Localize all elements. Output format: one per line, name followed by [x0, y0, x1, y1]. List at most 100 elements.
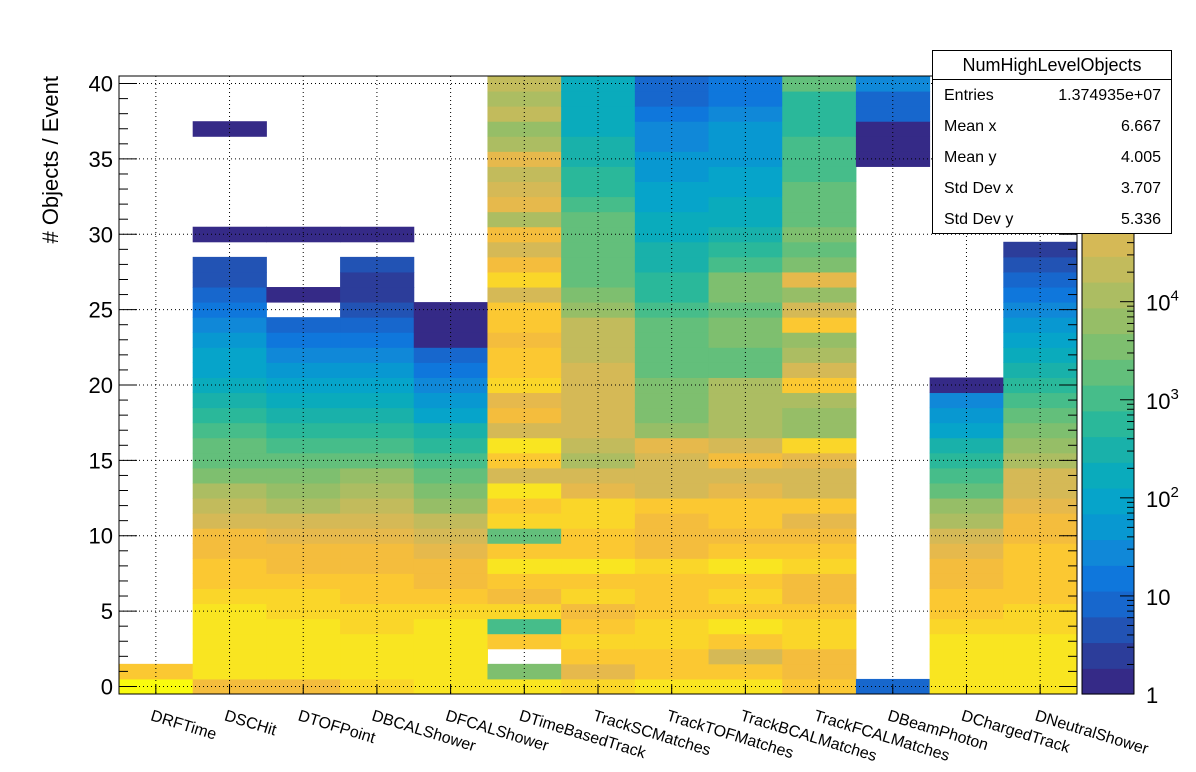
heatmap-cell — [340, 558, 415, 574]
heatmap-cell — [855, 121, 931, 137]
heatmap-cell — [413, 437, 488, 454]
heatmap-cell — [413, 633, 488, 650]
heatmap-cell — [929, 407, 1004, 424]
palette-swatch — [1082, 256, 1134, 283]
heatmap-cell — [634, 362, 710, 378]
heatmap-cell — [561, 573, 636, 589]
heatmap-cell — [487, 618, 562, 635]
heatmap-cell — [340, 633, 415, 650]
heatmap-cell — [561, 287, 636, 303]
heatmap-cell — [487, 362, 562, 378]
heatmap-cell — [1003, 498, 1078, 514]
heatmap-cell — [266, 543, 341, 559]
y-tick-label: 10 — [89, 524, 113, 549]
stats-value: 3.707 — [1120, 180, 1161, 197]
heatmap-cell — [192, 498, 267, 514]
heatmap-cell — [708, 482, 783, 499]
heatmap-cell — [340, 663, 415, 680]
heatmap-cell — [782, 482, 857, 499]
heatmap-cell — [487, 482, 562, 499]
heatmap-cell — [561, 91, 636, 107]
heatmap-cell — [929, 482, 1004, 499]
heatmap-cell — [561, 302, 636, 318]
heatmap-cell — [782, 437, 857, 454]
heatmap-cell — [561, 663, 636, 680]
heatmap-cell — [708, 618, 783, 635]
heatmap-cell — [487, 121, 562, 137]
heatmap-cell — [708, 181, 783, 198]
heatmap-cell — [192, 302, 267, 318]
heatmap-cell — [929, 422, 1004, 439]
heatmap-cell — [487, 226, 562, 243]
heatmap-cell — [413, 467, 488, 484]
heatmap-cell — [1003, 467, 1078, 484]
heatmap-cell — [929, 573, 1004, 589]
palette-swatch — [1082, 333, 1134, 360]
heatmap-cell — [929, 467, 1004, 484]
z-axis: 1 10 102 103 104 — [1120, 75, 1179, 708]
heatmap-cell — [561, 166, 636, 183]
heatmap-cell — [561, 377, 636, 394]
y-tick-label: 35 — [89, 147, 113, 172]
heatmap-cell — [192, 407, 267, 424]
heatmap-cell — [413, 347, 488, 363]
palette-swatch — [1082, 307, 1134, 335]
heatmap-cell — [487, 603, 562, 620]
stats-value: 5.336 — [1120, 211, 1161, 228]
heatmap-cell — [782, 287, 857, 303]
heatmap-cell — [413, 663, 488, 680]
heatmap-cell — [487, 407, 562, 424]
heatmap-cell — [340, 226, 415, 243]
heatmap-cell — [192, 663, 267, 680]
heatmap-cell — [634, 271, 710, 288]
y-tick-label: 15 — [89, 448, 113, 473]
heatmap-cell — [782, 362, 857, 378]
heatmap-cell — [929, 528, 1004, 544]
heatmap-cell — [708, 407, 783, 424]
stats-label: Std Dev x — [944, 180, 1014, 197]
heatmap-cell — [561, 528, 636, 544]
heatmap-cell — [708, 528, 783, 544]
heatmap-cell — [708, 362, 783, 378]
heatmap-cell — [929, 498, 1004, 514]
heatmap-cell — [708, 543, 783, 559]
heatmap-cell — [561, 633, 636, 650]
heatmap-cell — [634, 663, 710, 680]
heatmap-cell — [634, 407, 710, 424]
heatmap-cell — [855, 91, 931, 107]
palette-swatch — [1082, 385, 1134, 412]
heatmap-cell — [708, 106, 783, 122]
heatmap-cell — [487, 241, 562, 258]
heatmap-cell — [413, 377, 488, 394]
heatmap-cell — [1003, 287, 1078, 303]
heatmap-cell — [266, 618, 341, 635]
heatmap-cell — [708, 302, 783, 318]
heatmap-cell — [708, 437, 783, 454]
heatmap-cell — [487, 498, 562, 514]
heatmap-cell — [708, 633, 783, 650]
heatmap-cell — [634, 347, 710, 363]
heatmap-cell — [266, 347, 341, 363]
heatmap-cell — [487, 302, 562, 318]
heatmap-cell — [708, 166, 783, 183]
heatmap-cell — [413, 482, 488, 499]
heatmap-cell — [1003, 241, 1078, 258]
heatmap-cell — [340, 302, 415, 318]
heatmap-cell — [487, 76, 562, 92]
heatmap-cell — [634, 422, 710, 439]
heatmap-cell — [708, 422, 783, 439]
y-tick-label: 20 — [89, 373, 113, 398]
heatmap-cell — [340, 467, 415, 484]
heatmap-cell — [634, 633, 710, 650]
palette-swatch — [1082, 539, 1134, 566]
heatmap-cell — [782, 633, 857, 650]
heatmap-cell — [192, 633, 267, 650]
heatmap-cell — [634, 211, 710, 228]
heatmap-cell — [634, 482, 710, 499]
palette-swatch — [1082, 668, 1134, 695]
heatmap-cell — [634, 573, 710, 589]
stats-label: Entries — [944, 87, 994, 104]
stats-value: 1.374935e+07 — [1058, 87, 1161, 104]
heatmap-cell — [487, 377, 562, 394]
